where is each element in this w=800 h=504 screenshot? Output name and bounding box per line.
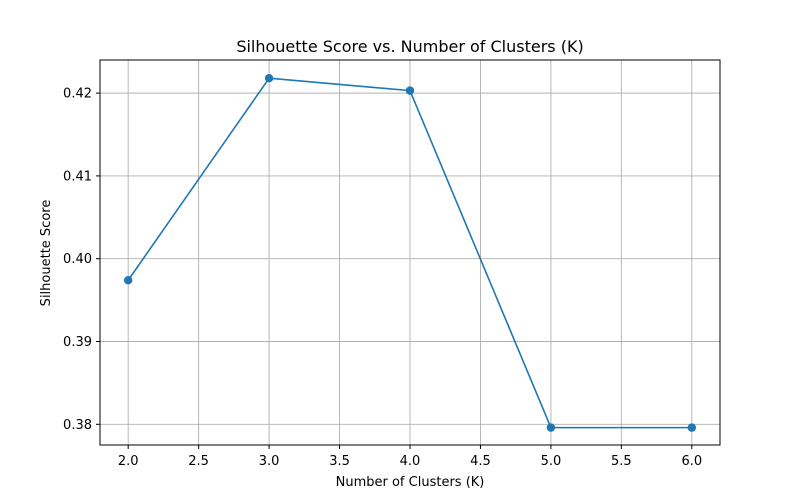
- y-tick-label: 0.40: [63, 252, 92, 267]
- series: [123, 74, 697, 432]
- y-tick-label: 0.39: [63, 335, 92, 350]
- y-tick-label: 0.41: [63, 169, 92, 184]
- data-point: [546, 423, 556, 432]
- x-tick-label: 4.5: [470, 454, 491, 469]
- x-tick-label: 4.0: [400, 454, 421, 469]
- chart-title: Silhouette Score vs. Number of Clusters …: [236, 37, 583, 56]
- data-point: [123, 276, 133, 285]
- y-tick-label: 0.38: [63, 418, 92, 433]
- y-axis-label: Silhouette Score: [39, 200, 54, 307]
- ticks: 2.0 2.5 3.0 3.5 4.0 4.5 5.0 5.5 6.0 0.38 0.39 0.40 0…: [63, 87, 702, 469]
- y-tick-label: 0.42: [63, 87, 92, 102]
- x-tick-label: 6.0: [681, 454, 702, 469]
- x-tick-label: 2.5: [188, 454, 209, 469]
- x-tick-label: 2.0: [118, 454, 139, 469]
- x-tick-label: 5.5: [611, 454, 632, 469]
- x-tick-label: 5.0: [541, 454, 562, 469]
- x-tick-label: 3.5: [329, 454, 350, 469]
- data-point: [687, 423, 697, 432]
- x-tick-label: 3.0: [259, 454, 280, 469]
- data-point: [405, 86, 415, 95]
- x-axis-label: Number of Clusters (K): [336, 475, 485, 490]
- data-point: [264, 74, 274, 83]
- grid: [100, 60, 720, 445]
